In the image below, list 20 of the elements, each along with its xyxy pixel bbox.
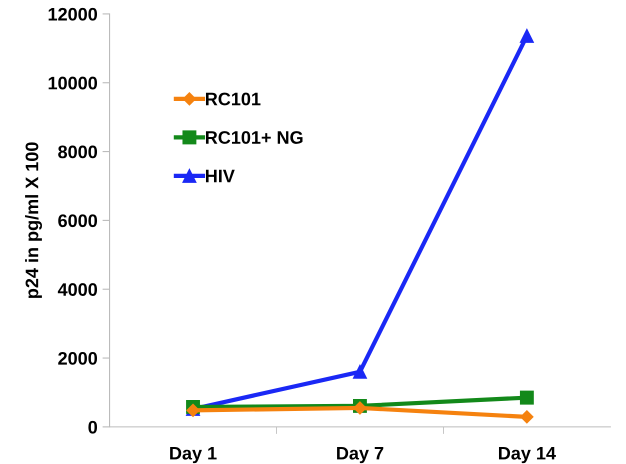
point [353,401,367,415]
point [520,29,534,43]
y-tick-label: 0 [88,420,98,434]
y-tick-label: 6000 [58,214,98,228]
point [520,410,534,424]
y-tick-label: 2000 [58,352,98,365]
point [186,404,200,417]
legend-label: RC101 [206,92,260,106]
x-tick-label: Day 14 [498,446,556,464]
x-tick-label: Day 7 [337,446,384,464]
legend-label: RC101+ NG [206,131,302,144]
legend-label: HIV [206,170,235,182]
y-tick-label: 10000 [48,76,98,90]
point [353,364,367,379]
y-tick-label: 12000 [48,8,98,21]
point [520,390,534,405]
y-tick-label: 4000 [58,283,98,296]
x-tick-label: Day 1 [170,446,217,464]
y-axis-title: p24 in pg/ml X 100 [25,142,42,298]
y-tick-label: 8000 [58,146,98,158]
